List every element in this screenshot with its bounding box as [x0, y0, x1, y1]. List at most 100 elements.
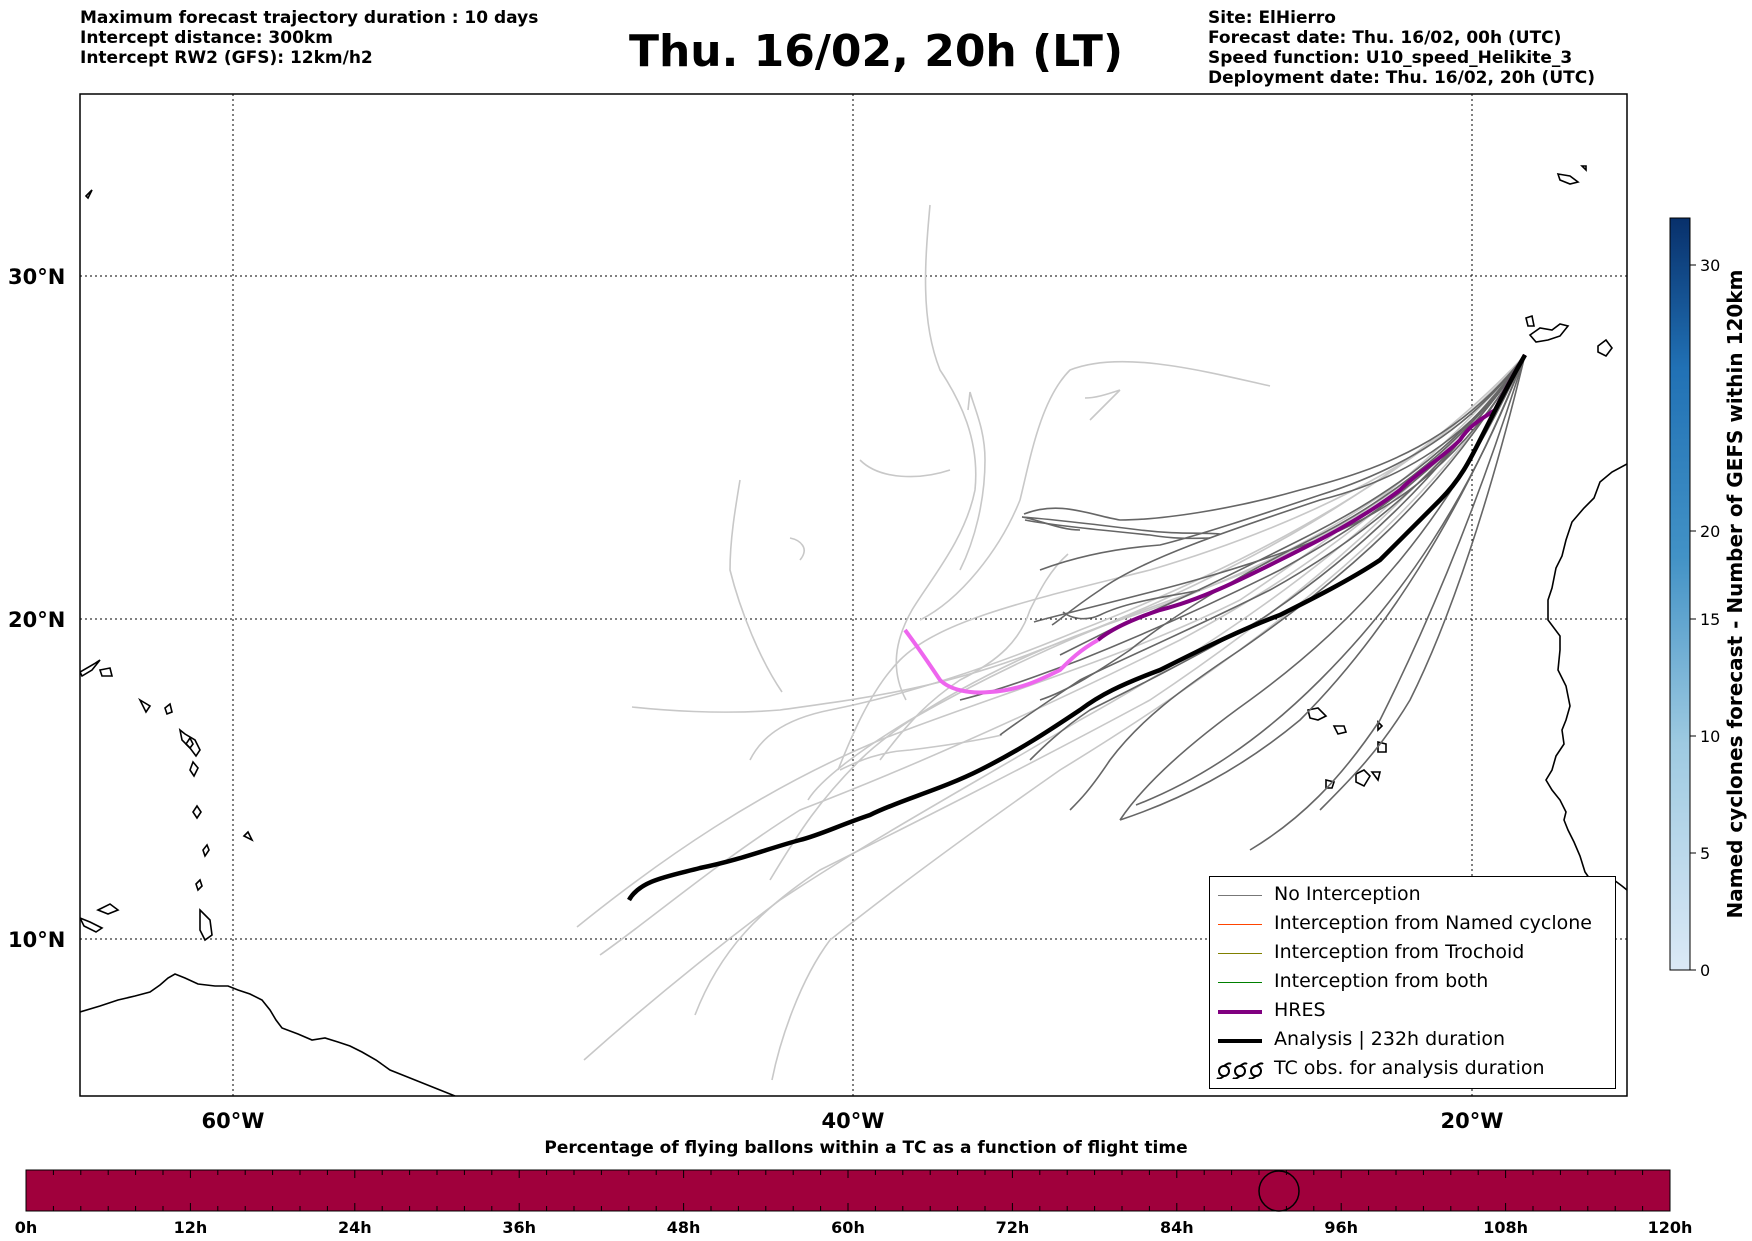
lat-label-30n: 30°N	[8, 265, 65, 289]
legend-item-both: Interception from both	[1210, 968, 1615, 997]
colorbar-title: Named cyclones forecast - Number of GEFS…	[1723, 270, 1747, 919]
analysis-trajectory	[627, 353, 1527, 902]
timeline-label: 36h	[502, 1218, 536, 1237]
lesser-antilles-4	[189, 760, 199, 778]
legend-item-named-cyclone: Interception from Named cyclone	[1210, 910, 1615, 939]
colorbar-tick-20: 20	[1700, 522, 1720, 541]
lon-label-60w: 60°W	[202, 1109, 265, 1133]
header-right: Site: ElHierro Forecast date: Thu. 16/02…	[1208, 8, 1595, 88]
colorbar-tick-0: 0	[1700, 961, 1710, 980]
header-left: Maximum forecast trajectory duration : 1…	[80, 8, 538, 68]
colorbar-ticks	[1690, 264, 1696, 971]
legend-label-tc-obs: TC obs. for analysis duration	[1274, 1057, 1545, 1079]
colorbar-tick-10: 10	[1700, 727, 1720, 746]
timeline-ticks	[25, 1170, 1671, 1211]
colorbar-gradient	[1669, 217, 1691, 971]
coastlines	[80, 165, 1627, 1096]
africa-coast	[1545, 463, 1627, 891]
lon-label-20w: 20°W	[1441, 1109, 1504, 1133]
max-duration-text: Maximum forecast trajectory duration : 1…	[80, 8, 539, 28]
timeline-label: 24h	[338, 1218, 372, 1237]
timeline-title: Percentage of flying ballons within a TC…	[544, 1138, 1187, 1158]
hres-trajectory	[1096, 353, 1527, 642]
lesser-antilles-2	[202, 843, 210, 858]
virgin-islands	[98, 667, 114, 677]
south-america-coast	[80, 973, 456, 1096]
trinidad	[199, 908, 213, 942]
intercept-rw2-text: Intercept RW2 (GFS): 12km/h2	[80, 48, 373, 68]
aruba-curacao	[96, 903, 120, 915]
colorbar-tick-15: 15	[1700, 610, 1720, 629]
legend-item-no-interception: No Interception	[1210, 881, 1615, 910]
lesser-antilles-3	[192, 804, 202, 820]
cape-verde-2	[1332, 725, 1348, 735]
timeline-label: 96h	[1324, 1218, 1358, 1237]
legend-item-analysis: Analysis | 232h duration	[1210, 1026, 1615, 1055]
canary-tenerife-gran-canaria	[1528, 323, 1570, 343]
legend-swatch-both	[1218, 982, 1262, 983]
legend-label-no-interception: No Interception	[1274, 883, 1421, 905]
colorbar: 0 5 10 15 20 30 Named cyclones forecast …	[1669, 217, 1747, 980]
canary-fuerteventura	[1597, 338, 1613, 358]
cape-verde-4	[1377, 740, 1387, 753]
cape-verde-7	[1370, 771, 1382, 782]
colorbar-tick-30: 30	[1700, 256, 1720, 275]
canary-la-palma	[1525, 314, 1535, 327]
legend-item-trochoid: Interception from Trochoid	[1210, 939, 1615, 968]
speed-function-text: Speed function: U10_speed_Helikite_3	[1208, 48, 1573, 68]
legend-swatch-trochoid	[1218, 953, 1262, 954]
timeline-labels: 0h 12h 24h 36h 48h 60h 72h 84h 96h 108h 120h	[15, 1218, 1693, 1237]
timeline-label: 48h	[667, 1218, 701, 1237]
curacao	[80, 917, 104, 933]
legend-item-tc-obs: TC obs. for analysis duration	[1210, 1055, 1615, 1084]
timeline: Percentage of flying ballons within a TC…	[15, 1138, 1693, 1237]
cape-verde-5	[1325, 778, 1336, 789]
map-panel: 30°N 20°N 10°N 60°W 40°W 20°W	[8, 93, 1628, 1133]
colorbar-tick-5: 5	[1700, 844, 1710, 863]
legend-swatch-no-interception	[1218, 895, 1262, 896]
timeline-label: 120h	[1648, 1218, 1693, 1237]
ensemble-light-trajectories	[576, 204, 1526, 1081]
leeward-islands	[164, 702, 173, 716]
forecast-date-text: Forecast date: Thu. 16/02, 00h (UTC)	[1208, 28, 1562, 48]
timeline-label: 12h	[174, 1218, 208, 1237]
map-frame	[79, 93, 1628, 1097]
timeline-label: 60h	[831, 1218, 865, 1237]
guadeloupe	[178, 728, 201, 758]
deployment-date-text: Deployment date: Thu. 16/02, 20h (UTC)	[1208, 68, 1595, 88]
legend-label-trochoid: Interception from Trochoid	[1274, 941, 1525, 963]
legend-label-hres: HRES	[1274, 999, 1326, 1021]
puerto-rico	[80, 659, 101, 678]
timeline-label: 72h	[996, 1218, 1030, 1237]
intercept-distance-text: Intercept distance: 300km	[80, 28, 333, 48]
legend-swatch-hres	[1218, 1010, 1262, 1014]
legend-swatch-analysis	[1218, 1039, 1262, 1043]
timeline-label: 0h	[15, 1218, 38, 1237]
bermuda	[84, 189, 93, 200]
timeline-label: 108h	[1483, 1218, 1528, 1237]
legend: No Interception Interception from Named …	[1209, 876, 1616, 1089]
legend-swatch-named-cyclone	[1218, 924, 1262, 925]
legend-item-hres: HRES	[1210, 997, 1615, 1026]
page-title: Thu. 16/02, 20h (LT)	[628, 26, 1124, 77]
madeira	[1556, 172, 1580, 185]
legend-label-named-cyclone: Interception from Named cyclone	[1274, 912, 1592, 934]
site-text: Site: ElHierro	[1208, 8, 1336, 28]
lat-label-20n: 20°N	[8, 608, 65, 632]
cape-verde-1	[1307, 707, 1328, 721]
lesser-antilles-1	[195, 878, 203, 892]
barbados	[242, 830, 254, 842]
timeline-current-marker	[1258, 1170, 1300, 1212]
cape-verde-6	[1355, 769, 1372, 788]
madeira-2	[1580, 165, 1587, 172]
lon-label-40w: 40°W	[822, 1109, 885, 1133]
cape-verde-3	[1377, 720, 1384, 732]
lat-label-10n: 10°N	[8, 928, 65, 952]
hres-trajectory-tail	[903, 628, 1099, 695]
timeline-label: 84h	[1160, 1218, 1194, 1237]
legend-label-analysis: Analysis | 232h duration	[1274, 1028, 1506, 1050]
legend-label-both: Interception from both	[1274, 970, 1489, 992]
cyclone-symbol-icon	[1216, 1062, 1264, 1079]
leeward-islands-2	[138, 697, 152, 714]
